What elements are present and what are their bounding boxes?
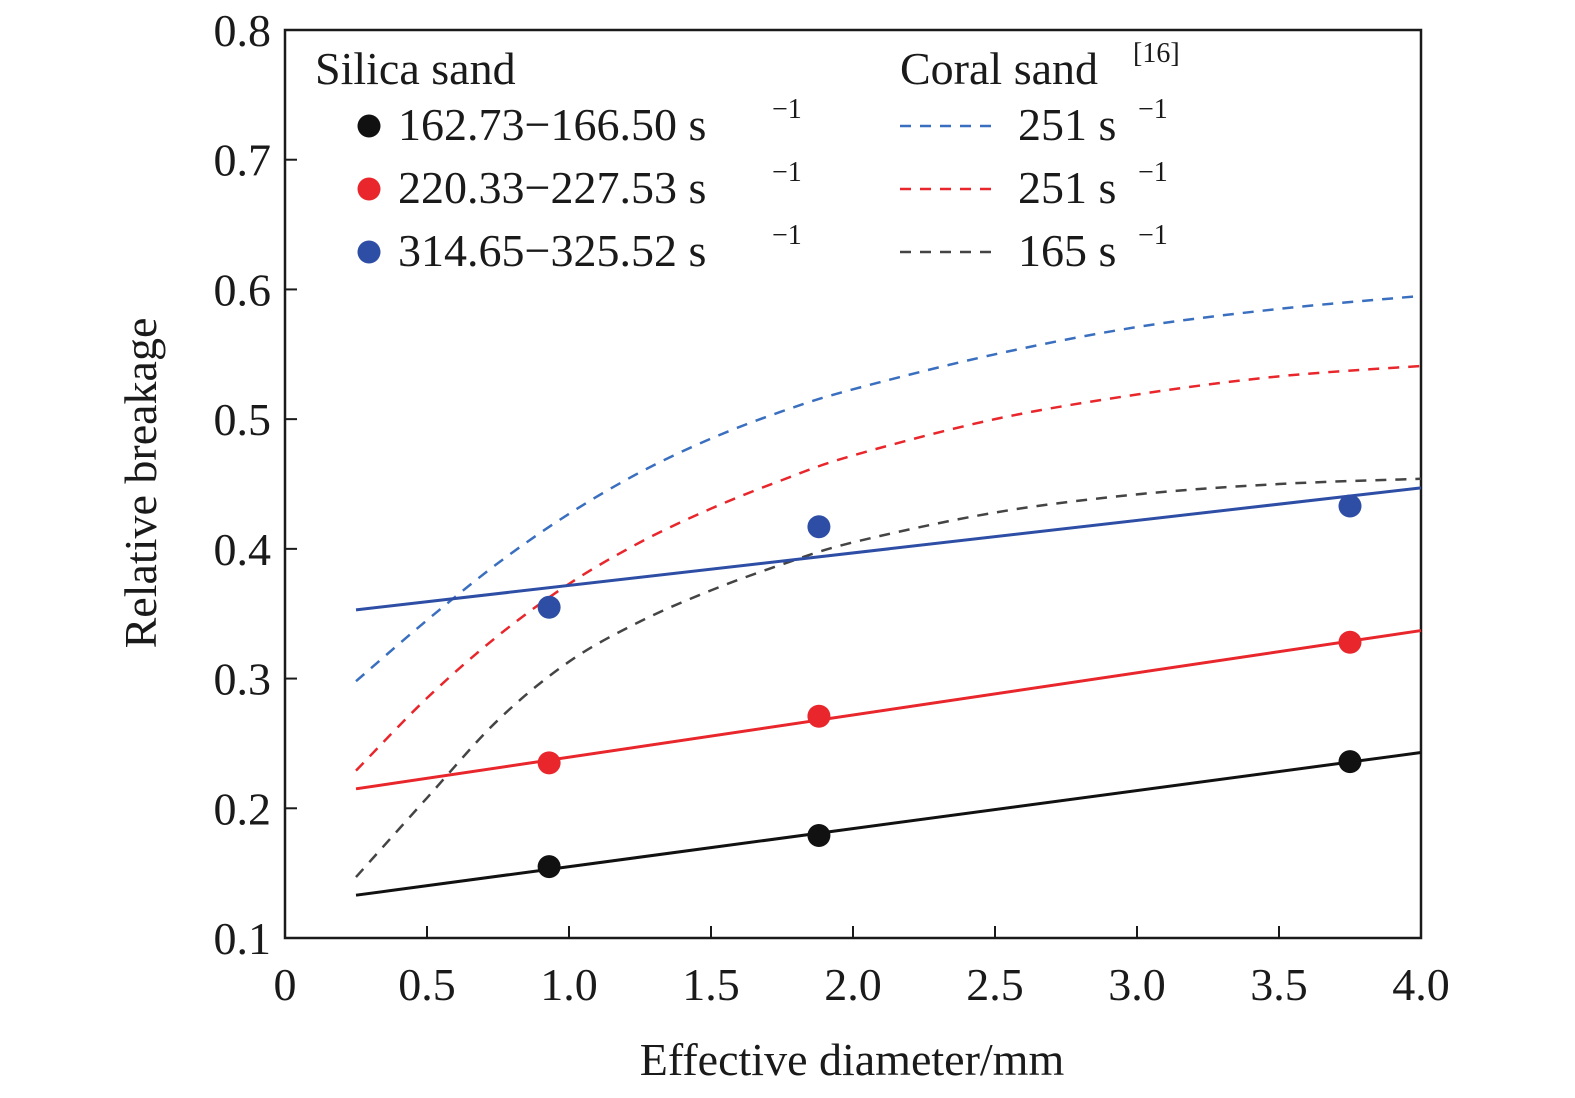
silica-fit-line-1	[355, 751, 1422, 897]
legend-label-coral-2: 251 s	[1018, 162, 1116, 213]
coral-curve-1	[355, 294, 1421, 683]
silica-fit-line-3	[355, 486, 1422, 612]
legend-group-title-silica: Silica sand	[315, 43, 516, 94]
silica-point-s3-3	[1338, 494, 1362, 518]
x-tick-label: 3.0	[1108, 959, 1166, 1010]
legend-label-silica-sup-1: −1	[772, 94, 802, 125]
x-tick-label: 0	[274, 959, 297, 1010]
x-tick-label: 1.0	[540, 959, 598, 1010]
legend: Silica sand Coral sand [16] 162.73−166.50 s…	[315, 38, 1180, 276]
silica-point-s3-2	[807, 515, 831, 539]
coral-curve-2	[355, 364, 1421, 772]
silica-point-s1-2	[807, 824, 831, 848]
legend-label-silica-sup-3: −1	[772, 220, 802, 251]
silica-point-s1-3	[1338, 750, 1362, 774]
y-tick-label: 0.7	[214, 135, 272, 186]
legend-label-coral-3: 165 s	[1018, 225, 1116, 276]
legend-group-title-coral: Coral sand	[900, 43, 1098, 94]
legend-label-silica-2: 220.33−227.53 s	[398, 162, 706, 213]
axes-layer: 0 0.5 1.0 1.5 2.0 2.5 3.0 3.5 4.0 0.1 0.2 0.3 0.4 0.5…	[214, 5, 1450, 1010]
silica-point-s1-1	[537, 855, 561, 879]
x-tick-label: 2.0	[824, 959, 882, 1010]
x-axis-title: Effective diameter/mm	[640, 1034, 1065, 1085]
y-tick-label: 0.6	[214, 264, 272, 315]
silica-fit-line-2	[355, 629, 1422, 791]
legend-label-coral-1: 251 s	[1018, 99, 1116, 150]
silica-point-s2-2	[807, 704, 831, 728]
coral-curve-3	[355, 477, 1421, 878]
y-tick-label: 0.5	[214, 394, 272, 445]
silica-point-s2-1	[537, 751, 561, 775]
legend-label-silica-3: 314.65−325.52 s	[398, 225, 706, 276]
legend-group-title-coral-sup: [16]	[1133, 38, 1180, 69]
legend-marker-silica-3	[357, 240, 381, 264]
silica-sand-fit-lines-layer	[355, 486, 1422, 897]
legend-marker-silica-2	[357, 177, 381, 201]
x-tick-label: 2.5	[966, 959, 1024, 1010]
y-tick-label: 0.1	[214, 913, 272, 964]
legend-label-silica-1: 162.73−166.50 s	[398, 99, 706, 150]
legend-label-coral-sup-1: −1	[1138, 94, 1168, 125]
y-tick-label: 0.8	[214, 5, 272, 56]
silica-point-s3-1	[537, 595, 561, 619]
x-tick-label: 0.5	[398, 959, 456, 1010]
silica-sand-points-layer	[537, 494, 1362, 879]
legend-marker-silica-1	[357, 114, 381, 138]
x-tick-label: 3.5	[1250, 959, 1308, 1010]
y-tick-label: 0.3	[214, 654, 272, 705]
legend-label-silica-sup-2: −1	[772, 157, 802, 188]
y-tick-label: 0.2	[214, 783, 272, 834]
x-tick-label: 4.0	[1392, 959, 1450, 1010]
legend-label-coral-sup-3: −1	[1138, 220, 1168, 251]
x-tick-label: 1.5	[682, 959, 740, 1010]
y-tick-label: 0.4	[214, 524, 272, 575]
silica-point-s2-3	[1338, 630, 1362, 654]
y-axis-title: Relative breakage	[115, 318, 166, 649]
coral-sand-curves-layer	[355, 294, 1421, 878]
legend-label-coral-sup-2: −1	[1138, 157, 1168, 188]
